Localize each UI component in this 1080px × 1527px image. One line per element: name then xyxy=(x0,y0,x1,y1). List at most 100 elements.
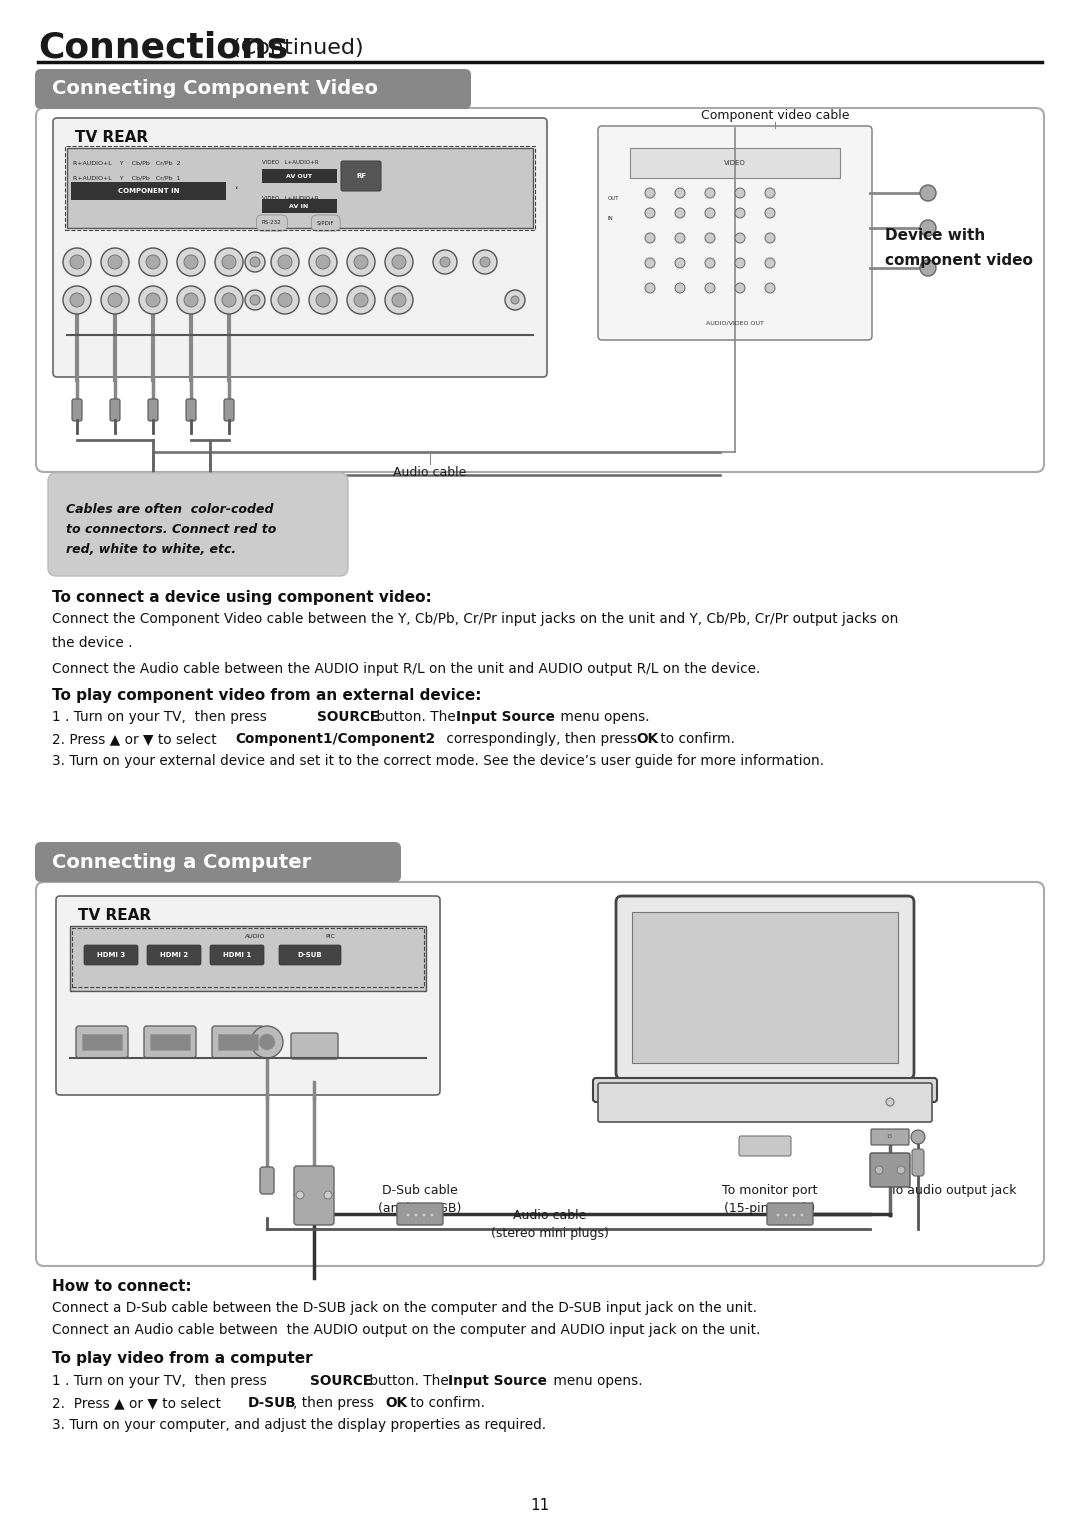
Circle shape xyxy=(705,258,715,269)
FancyBboxPatch shape xyxy=(210,945,264,965)
Text: 3. Turn on your computer, and adjust the display properties as required.: 3. Turn on your computer, and adjust the… xyxy=(52,1419,546,1432)
FancyBboxPatch shape xyxy=(739,1136,791,1156)
Circle shape xyxy=(875,1167,883,1174)
Text: RS-232: RS-232 xyxy=(262,220,282,226)
Text: D-SUB: D-SUB xyxy=(298,951,322,957)
Text: Connect the Audio cable between the AUDIO input R/L on the unit and AUDIO output: Connect the Audio cable between the AUDI… xyxy=(52,663,760,676)
Text: Audio cable: Audio cable xyxy=(393,466,467,478)
FancyBboxPatch shape xyxy=(616,896,914,1080)
Circle shape xyxy=(146,293,160,307)
FancyBboxPatch shape xyxy=(67,148,534,228)
Circle shape xyxy=(108,255,122,269)
Circle shape xyxy=(296,1191,303,1199)
Circle shape xyxy=(354,293,368,307)
Circle shape xyxy=(251,1026,283,1058)
Circle shape xyxy=(70,255,84,269)
FancyBboxPatch shape xyxy=(224,399,234,421)
Circle shape xyxy=(102,247,129,276)
Circle shape xyxy=(249,295,260,305)
Text: To monitor port
(15-pin D-Sub): To monitor port (15-pin D-Sub) xyxy=(723,1183,818,1215)
FancyBboxPatch shape xyxy=(870,1128,909,1145)
Circle shape xyxy=(440,257,450,267)
Circle shape xyxy=(384,286,413,315)
Text: button. The: button. The xyxy=(372,710,460,724)
FancyBboxPatch shape xyxy=(186,399,195,421)
Text: PIC: PIC xyxy=(325,933,335,939)
Text: SOURCE: SOURCE xyxy=(310,1374,372,1388)
FancyBboxPatch shape xyxy=(291,1032,338,1060)
FancyBboxPatch shape xyxy=(150,1034,190,1051)
Text: Cables are often  color-coded
to connectors. Connect red to
red, white to white,: Cables are often color-coded to connecto… xyxy=(66,502,276,556)
Text: Input Source: Input Source xyxy=(456,710,555,724)
Circle shape xyxy=(735,258,745,269)
Text: (Continued): (Continued) xyxy=(225,38,364,58)
Circle shape xyxy=(920,260,936,276)
Circle shape xyxy=(735,188,745,199)
Text: D-SUB: D-SUB xyxy=(248,1396,297,1409)
Text: ʻ: ʻ xyxy=(235,186,239,195)
Circle shape xyxy=(177,247,205,276)
FancyBboxPatch shape xyxy=(341,160,381,191)
Text: HDMI 1: HDMI 1 xyxy=(222,951,252,957)
Circle shape xyxy=(146,255,160,269)
Circle shape xyxy=(777,1212,780,1217)
Circle shape xyxy=(392,293,406,307)
Text: to confirm.: to confirm. xyxy=(406,1396,485,1409)
Text: OK: OK xyxy=(636,731,658,747)
FancyBboxPatch shape xyxy=(84,945,138,965)
Circle shape xyxy=(215,286,243,315)
Text: How to connect:: How to connect: xyxy=(52,1280,191,1293)
FancyBboxPatch shape xyxy=(82,1034,122,1051)
FancyBboxPatch shape xyxy=(598,1083,932,1122)
Circle shape xyxy=(765,188,775,199)
Circle shape xyxy=(271,247,299,276)
Text: Component video cable: Component video cable xyxy=(701,110,849,122)
FancyBboxPatch shape xyxy=(218,1034,258,1051)
Circle shape xyxy=(414,1212,418,1217)
Text: Audio cable
(stereo mini plugs): Audio cable (stereo mini plugs) xyxy=(491,1209,609,1240)
Circle shape xyxy=(473,250,497,273)
FancyBboxPatch shape xyxy=(144,1026,195,1058)
Text: Connecting a Computer: Connecting a Computer xyxy=(52,852,311,872)
Circle shape xyxy=(392,255,406,269)
FancyBboxPatch shape xyxy=(767,1203,813,1225)
Circle shape xyxy=(765,258,775,269)
Circle shape xyxy=(430,1212,434,1217)
Text: SOURCE: SOURCE xyxy=(318,710,379,724)
Text: To play video from a computer: To play video from a computer xyxy=(52,1351,312,1367)
Text: 15: 15 xyxy=(887,1135,893,1139)
Text: VIDEO   L+AUDIO+R: VIDEO L+AUDIO+R xyxy=(262,195,319,200)
Circle shape xyxy=(511,296,519,304)
Circle shape xyxy=(675,188,685,199)
Text: 3. Turn on your external device and set it to the correct mode. See the device’s: 3. Turn on your external device and set … xyxy=(52,754,824,768)
Circle shape xyxy=(184,255,198,269)
Circle shape xyxy=(675,208,685,218)
Circle shape xyxy=(70,293,84,307)
Text: R+AUDIO+L    Y    Cb/Pb   Cr/Pb  1: R+AUDIO+L Y Cb/Pb Cr/Pb 1 xyxy=(73,176,180,180)
Circle shape xyxy=(645,188,654,199)
Text: COMPONENT IN: COMPONENT IN xyxy=(118,188,179,194)
Circle shape xyxy=(675,234,685,243)
Text: menu opens.: menu opens. xyxy=(556,710,650,724)
Circle shape xyxy=(735,208,745,218)
FancyBboxPatch shape xyxy=(147,945,201,965)
FancyBboxPatch shape xyxy=(397,1203,443,1225)
Circle shape xyxy=(384,247,413,276)
Circle shape xyxy=(480,257,490,267)
FancyBboxPatch shape xyxy=(870,1153,910,1186)
Circle shape xyxy=(765,208,775,218)
FancyBboxPatch shape xyxy=(630,148,840,179)
Text: TV REAR: TV REAR xyxy=(78,909,151,924)
FancyBboxPatch shape xyxy=(294,1167,334,1225)
Text: 11: 11 xyxy=(530,1498,550,1513)
Text: correspondingly, then press: correspondingly, then press xyxy=(442,731,642,747)
Circle shape xyxy=(222,255,237,269)
FancyBboxPatch shape xyxy=(76,1026,129,1058)
Circle shape xyxy=(245,252,265,272)
FancyBboxPatch shape xyxy=(71,182,226,200)
FancyBboxPatch shape xyxy=(279,945,341,965)
Text: OUT: OUT xyxy=(608,195,620,200)
Text: Input Source: Input Source xyxy=(448,1374,546,1388)
Circle shape xyxy=(645,208,654,218)
Circle shape xyxy=(735,234,745,243)
